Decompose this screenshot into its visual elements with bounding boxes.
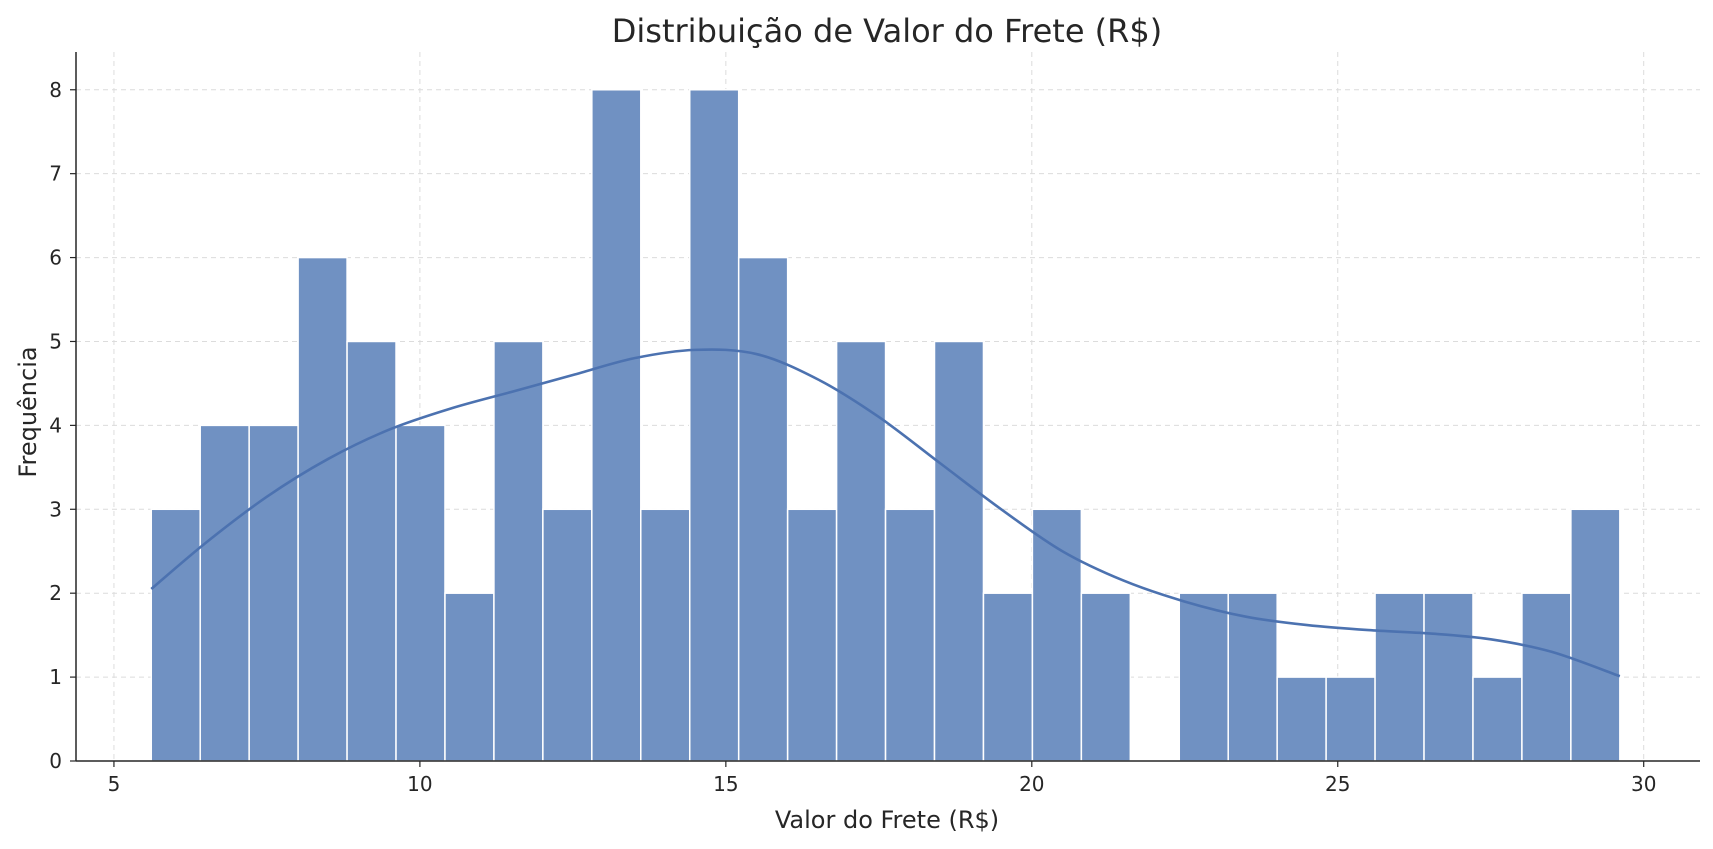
y-tick-label: 2 xyxy=(49,581,62,605)
histogram-bar xyxy=(542,508,593,762)
y-tick-label: 3 xyxy=(49,497,62,521)
y-tick-label: 1 xyxy=(49,665,62,689)
histogram-bar xyxy=(1570,508,1621,762)
histogram-bar xyxy=(737,256,789,762)
kde-curve-group xyxy=(150,348,1621,678)
histogram-bar xyxy=(1276,676,1327,762)
x-tick-label: 5 xyxy=(108,772,121,796)
y-tick-label: 7 xyxy=(49,162,62,186)
histogram-bar xyxy=(444,592,495,762)
histogram-bar xyxy=(982,592,1034,762)
y-tick-label: 8 xyxy=(49,78,62,102)
chart-title: Distribuição de Valor do Frete (R$) xyxy=(612,12,1162,50)
y-tick-label: 5 xyxy=(49,329,62,353)
histogram-bar xyxy=(1178,592,1229,762)
histogram-bar xyxy=(493,340,544,762)
histogram-bar xyxy=(1374,592,1425,762)
histogram-bar xyxy=(640,508,691,762)
histogram-bar xyxy=(1521,592,1572,762)
histogram-bar xyxy=(591,89,642,762)
histogram-bar xyxy=(688,89,740,762)
x-axis-label: Valor do Frete (R$) xyxy=(775,806,999,834)
kde-curve xyxy=(150,348,1621,678)
x-tick-label: 30 xyxy=(1631,772,1656,796)
x-tick-label: 20 xyxy=(1019,772,1044,796)
histogram-bar xyxy=(346,340,397,762)
histogram-bar xyxy=(1423,592,1474,762)
histogram-bar xyxy=(933,340,985,762)
histogram-bar xyxy=(786,508,838,762)
y-tick-label: 6 xyxy=(49,246,62,270)
histogram-bar xyxy=(1325,676,1376,762)
y-tick-label: 0 xyxy=(49,749,62,773)
x-tick-label: 25 xyxy=(1325,772,1350,796)
histogram-bar xyxy=(884,508,936,762)
x-tick-label: 10 xyxy=(407,772,432,796)
histogram-bar xyxy=(297,256,348,762)
x-tick-label: 15 xyxy=(713,772,738,796)
histogram-bar xyxy=(1472,676,1523,762)
histogram-bar xyxy=(150,508,201,762)
histogram-bar xyxy=(248,424,299,762)
histogram-bar xyxy=(395,424,446,762)
histogram-bar xyxy=(1080,592,1132,762)
y-axis-label: Frequência xyxy=(14,346,42,477)
y-tick-label: 4 xyxy=(49,413,62,437)
axes: 5 10 15 20 25 30 0 1 2 3 4 5 6 7 8 xyxy=(49,52,1700,796)
histogram-bar xyxy=(199,424,250,762)
